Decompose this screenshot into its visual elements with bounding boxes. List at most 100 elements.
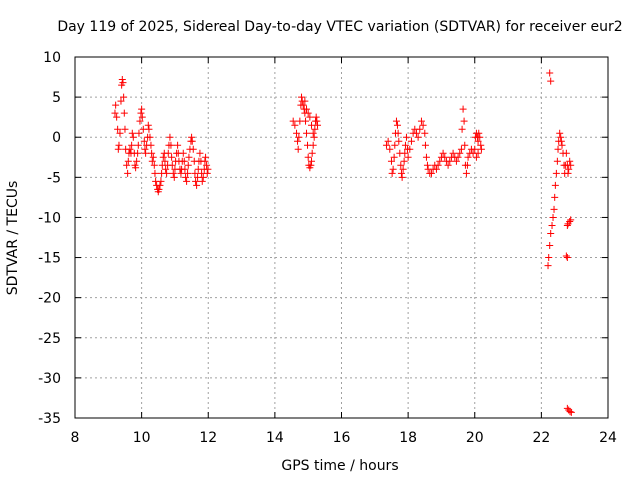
data-point (397, 169, 405, 177)
y-tick-label: -30 (38, 371, 61, 387)
data-point (180, 157, 188, 165)
data-point (188, 137, 196, 145)
data-point (566, 408, 574, 416)
data-point (562, 252, 570, 260)
data-point (204, 165, 212, 173)
y-axis-label: SDTVAR / TECUs (5, 181, 21, 296)
data-point (407, 137, 415, 145)
data-points (111, 69, 575, 416)
data-point (298, 93, 306, 101)
data-point (548, 221, 556, 229)
data-point (558, 141, 566, 149)
data-point (310, 133, 318, 141)
data-point (313, 117, 321, 125)
data-point (551, 181, 559, 189)
data-point (421, 141, 429, 149)
data-point (113, 113, 121, 121)
data-point (129, 133, 137, 141)
data-point (147, 141, 155, 149)
data-point (119, 79, 127, 87)
data-point (168, 161, 176, 169)
y-tick-label: -25 (38, 331, 61, 347)
data-point (446, 157, 454, 165)
data-point (156, 181, 164, 189)
data-point (549, 213, 557, 221)
data-point (133, 157, 141, 165)
data-point (416, 125, 424, 133)
data-point (567, 408, 575, 416)
data-point (295, 133, 303, 141)
data-point (546, 242, 554, 250)
data-point (185, 153, 193, 161)
data-point (553, 157, 561, 165)
data-point (137, 109, 145, 117)
data-point (177, 169, 185, 177)
data-point (444, 161, 452, 169)
data-point (202, 153, 210, 161)
data-point (382, 141, 390, 149)
x-tick-label: 10 (133, 430, 151, 446)
data-point (142, 149, 150, 157)
data-point (132, 164, 140, 172)
data-point (308, 149, 316, 157)
data-point (138, 105, 146, 113)
x-axis-label: GPS time / hours (281, 458, 398, 474)
data-point (556, 129, 564, 137)
data-point (441, 153, 449, 161)
data-point (390, 153, 398, 161)
data-point (419, 121, 427, 129)
data-point (148, 149, 156, 157)
x-tick-label: 24 (599, 430, 617, 446)
data-point (191, 169, 199, 177)
data-point (196, 149, 204, 157)
data-point (474, 137, 482, 145)
data-point (566, 157, 574, 165)
data-point (134, 141, 142, 149)
y-tick-label: -15 (38, 251, 61, 267)
data-point (464, 153, 472, 161)
plot-area-frame (74, 56, 609, 419)
y-tick-label: -20 (38, 291, 61, 307)
data-point (168, 153, 176, 161)
data-point (189, 145, 197, 153)
data-point (111, 109, 119, 117)
data-point (567, 161, 575, 169)
data-point (476, 133, 484, 141)
data-point (557, 133, 565, 141)
data-point (203, 161, 211, 169)
data-point (388, 169, 396, 177)
y-tick-label: 10 (43, 50, 61, 66)
x-tick-label: 16 (333, 430, 351, 446)
data-point (309, 141, 317, 149)
data-point (401, 149, 409, 157)
data-point (128, 129, 136, 137)
data-point (557, 137, 565, 145)
data-point (151, 169, 159, 177)
data-point (461, 141, 469, 149)
data-point (547, 77, 555, 85)
data-point (412, 129, 420, 137)
data-point (417, 117, 425, 125)
data-point (308, 121, 316, 129)
data-point (462, 169, 470, 177)
data-point (167, 141, 175, 149)
data-point (179, 149, 187, 157)
data-point (395, 137, 403, 145)
data-point (314, 121, 322, 129)
y-tick-label: -5 (47, 170, 61, 186)
data-point (199, 173, 207, 181)
x-tick-label: 18 (399, 430, 417, 446)
data-point (551, 193, 559, 201)
data-point (562, 149, 570, 157)
data-point (460, 117, 468, 125)
data-point (188, 133, 196, 141)
data-point (399, 165, 407, 173)
grid (75, 57, 608, 418)
data-point (140, 137, 148, 145)
data-point (401, 141, 409, 149)
y-tick-label: 0 (52, 130, 61, 146)
data-point (201, 157, 209, 165)
data-point (126, 145, 134, 153)
data-point (161, 157, 169, 165)
